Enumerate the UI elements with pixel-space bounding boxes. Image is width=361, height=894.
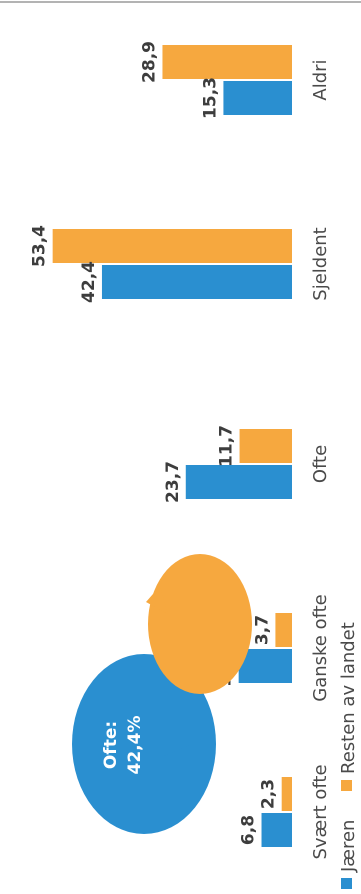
legend-swatch-resten xyxy=(341,780,352,791)
category-label-2: Ofte xyxy=(310,445,331,483)
bar-resten-4 xyxy=(162,45,292,79)
value-label-resten-2: 11,7 xyxy=(217,425,237,467)
category-label-0: Svært ofte xyxy=(310,764,331,859)
bubble-jaeren-shape xyxy=(72,654,216,834)
bubble-jaeren-tail xyxy=(164,732,192,756)
category-label-1: Ganske ofte xyxy=(310,594,331,702)
category-label-4: Aldri xyxy=(310,59,331,100)
bars-group xyxy=(52,45,293,847)
bar-resten-0 xyxy=(281,777,292,811)
value-label-resten-0: 2,3 xyxy=(259,779,279,809)
bar-jaeren-2 xyxy=(185,465,292,499)
bubble-jaeren-line1: Ofte: xyxy=(101,721,121,769)
value-label-resten-1: 3,7 xyxy=(252,615,272,645)
bar-jaeren-1 xyxy=(238,649,292,683)
bar-jaeren-4 xyxy=(223,81,292,115)
bubble-resten-shape xyxy=(148,554,252,694)
bubble-resten-line1: Ofte: xyxy=(89,598,109,646)
legend-label-resten: Resten av landet xyxy=(338,622,359,774)
value-label-jaeren-2: 23,7 xyxy=(163,461,183,503)
bar-jaeren-3 xyxy=(101,265,292,299)
bubble-jaeren-line2: 42,4% xyxy=(125,716,145,775)
annotation-bubble-jaeren: Ofte: 42,4% xyxy=(72,654,216,834)
legend: Jæren Resten av landet xyxy=(338,622,359,889)
bar-resten-2 xyxy=(239,429,292,463)
annotation-bubble-resten: Ofte: 17,7% xyxy=(89,554,252,694)
bar-resten-1 xyxy=(275,613,292,647)
bar-resten-3 xyxy=(52,229,293,263)
bubble-resten-tail xyxy=(146,586,168,614)
value-label-jaeren-0: 6,8 xyxy=(239,815,259,845)
category-label-3: Sjeldent xyxy=(310,227,331,300)
value-label-jaeren-3: 42,4 xyxy=(79,261,99,303)
value-label-jaeren-4: 15,3 xyxy=(200,77,220,119)
legend-label-jaeren: Jæren xyxy=(338,820,359,873)
category-labels-group: Svært ofte Ganske ofte Ofte Sjeldent Aldri xyxy=(310,59,331,859)
legend-swatch-jaeren xyxy=(341,878,352,889)
bubble-resten-line2: 17,7% xyxy=(113,593,133,652)
value-label-resten-3: 53,4 xyxy=(30,225,50,267)
value-label-resten-4: 28,9 xyxy=(139,41,159,83)
bar-jaeren-0 xyxy=(261,813,292,847)
